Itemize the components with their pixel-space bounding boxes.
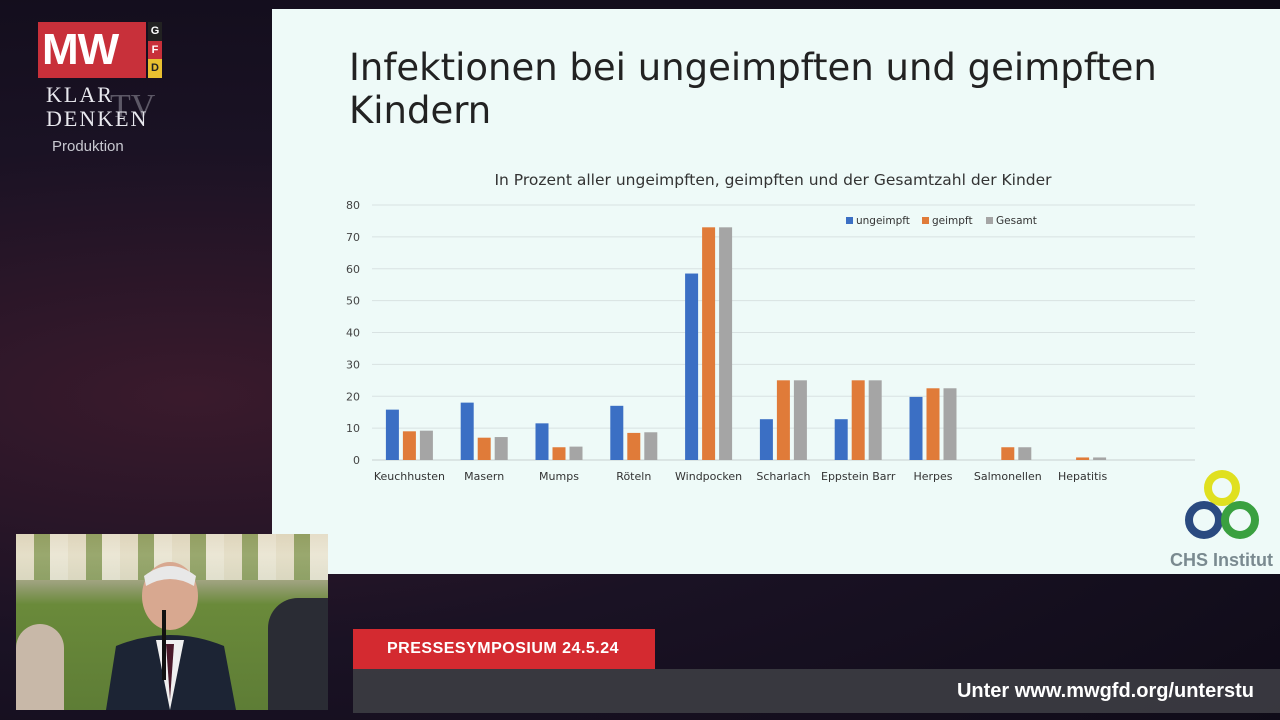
y-tick-label: 60 [346,263,360,276]
ticker-banner: Unter www.mwgfd.org/unterstu [353,669,1280,713]
speaker-silhouette [106,562,236,710]
mwgfd-klartv-logo: MW G F D KLAR DENKEN TV Produktion [38,22,164,162]
chart-title: In Prozent aller ungeimpften, geimpften … [494,171,1052,189]
bar-ungeimpft-windpocken [685,273,699,460]
logo-mw-mark: MW [38,22,146,78]
bar-gesamt-windpocken [719,227,733,460]
y-tick-label: 80 [346,199,360,212]
speaker-camera-feed [16,534,328,710]
bar-gesamt-masern [494,437,508,460]
y-tick-label: 50 [346,295,360,308]
legend-swatch [922,217,929,224]
bar-ungeimpft-keuchhusten [385,409,399,460]
x-tick-label: Keuchhusten [374,470,445,483]
x-tick-label: Windpocken [675,470,742,483]
bar-gesamt-keuchhusten [419,430,433,460]
person-left-silhouette [16,624,64,710]
bar-gesamt-herpes [943,388,957,460]
bar-gesamt-hepatitis [1093,457,1107,460]
logo-denken-text: DENKEN [46,106,149,131]
bar-geimpft-masern [477,437,491,460]
bar-ungeimpft-herpes [909,396,923,460]
chs-institut-logo: CHS Institut [1168,468,1280,572]
bar-ungeimpft-röteln [610,405,624,460]
logo-klar-text: KLAR [46,82,114,107]
legend-label: ungeimpft [856,215,910,227]
y-tick-label: 0 [353,454,360,467]
y-tick-label: 70 [346,231,360,244]
bar-gesamt-röteln [644,432,658,460]
bar-ungeimpft-eppstein-barr [834,419,848,460]
bar-ungeimpft-mumps [535,423,549,460]
y-tick-label: 10 [346,422,360,435]
x-tick-label: Herpes [913,470,952,483]
legend-swatch [986,217,993,224]
bar-ungeimpft-masern [460,402,474,460]
chs-trefoil-icon [1185,470,1259,539]
x-tick-label: Hepatitis [1058,470,1108,483]
x-tick-label: Röteln [616,470,651,483]
logo-tv-text: TV [110,88,156,125]
logo-gfd-letter-f: F [148,40,162,60]
bar-geimpft-eppstein-barr [851,380,865,460]
bar-geimpft-keuchhusten [402,431,416,460]
x-tick-label: Salmonellen [974,470,1042,483]
logo-gfd-letter-d: D [148,59,162,79]
bar-geimpft-röteln [627,432,641,460]
slide-title: Infektionen bei ungeimpften und geimpfte… [349,46,1157,132]
logo-gfd-column: G F D [148,22,162,79]
bar-geimpft-windpocken [702,227,716,460]
bar-geimpft-mumps [552,447,566,460]
bar-geimpft-hepatitis [1076,457,1090,460]
bar-geimpft-herpes [926,388,940,460]
y-tick-label: 20 [346,390,360,403]
bar-gesamt-scharlach [793,380,807,460]
bar-ungeimpft-scharlach [759,419,773,460]
y-tick-label: 30 [346,358,360,371]
x-tick-label: Eppstein Barr [821,470,896,483]
presentation-slide [272,9,1280,574]
logo-produktion-text: Produktion [52,138,124,155]
x-tick-label: Mumps [539,470,579,483]
bar-geimpft-scharlach [776,380,790,460]
legend-label: Gesamt [996,215,1037,227]
bar-geimpft-salmonellen [1001,447,1015,460]
event-banner: PRESSESYMPOSIUM 24.5.24 [353,629,655,669]
person-right-silhouette [268,598,328,710]
x-tick-label: Scharlach [756,470,810,483]
y-tick-label: 40 [346,327,360,340]
legend-label: geimpft [932,215,973,227]
bar-gesamt-mumps [569,446,583,460]
chs-institut-label: CHS Institut [1170,550,1273,570]
bar-gesamt-eppstein-barr [868,380,882,460]
x-tick-label: Masern [464,470,504,483]
legend-swatch [846,217,853,224]
logo-gfd-letter-g: G [148,22,162,41]
bar-gesamt-salmonellen [1018,447,1032,460]
